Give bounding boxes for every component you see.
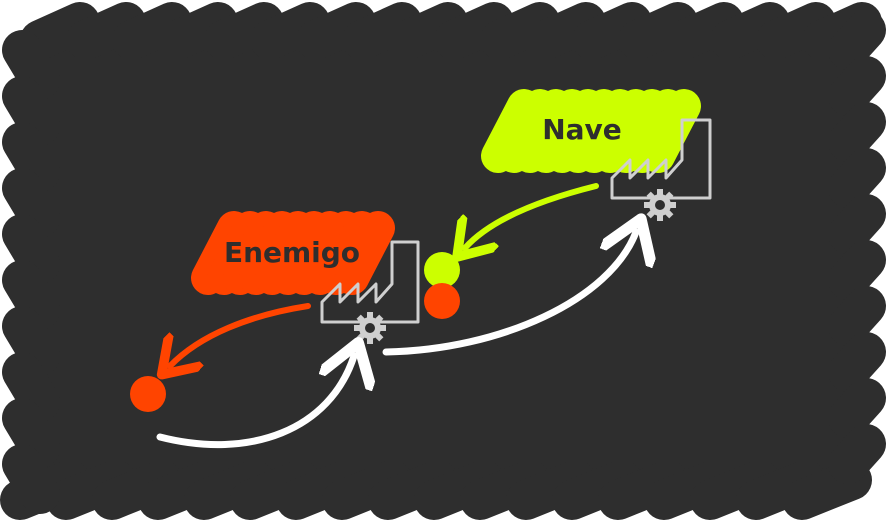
enemy-label: Enemigo (224, 236, 360, 269)
gear-icon (644, 189, 676, 221)
enemy-label-highlight (191, 211, 395, 295)
ship-spawn-arrow (465, 183, 599, 248)
factory-icon (610, 118, 712, 200)
flow-arrow (382, 232, 636, 356)
gear-icon (354, 312, 386, 344)
flow-arrow (156, 356, 354, 449)
ship-dot (424, 252, 460, 288)
enemy-dot (130, 376, 166, 412)
enemy-spawn-arrow (170, 303, 311, 366)
ship-label-highlight (481, 89, 701, 173)
ship-label: Nave (542, 113, 622, 146)
enemy-dot (424, 283, 460, 319)
factory-icon (320, 240, 420, 324)
